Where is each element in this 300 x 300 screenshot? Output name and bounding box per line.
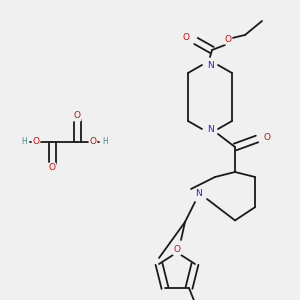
Text: O: O: [173, 245, 181, 254]
Text: O: O: [74, 112, 80, 121]
Text: O: O: [49, 164, 56, 172]
Text: H: H: [102, 137, 108, 146]
Text: N: N: [207, 124, 213, 134]
Text: H: H: [21, 137, 27, 146]
Text: O: O: [32, 137, 40, 146]
Text: N: N: [196, 190, 202, 199]
Text: O: O: [263, 133, 271, 142]
Text: O: O: [182, 32, 190, 41]
Text: N: N: [207, 61, 213, 70]
Text: O: O: [224, 34, 232, 43]
Text: O: O: [89, 137, 97, 146]
